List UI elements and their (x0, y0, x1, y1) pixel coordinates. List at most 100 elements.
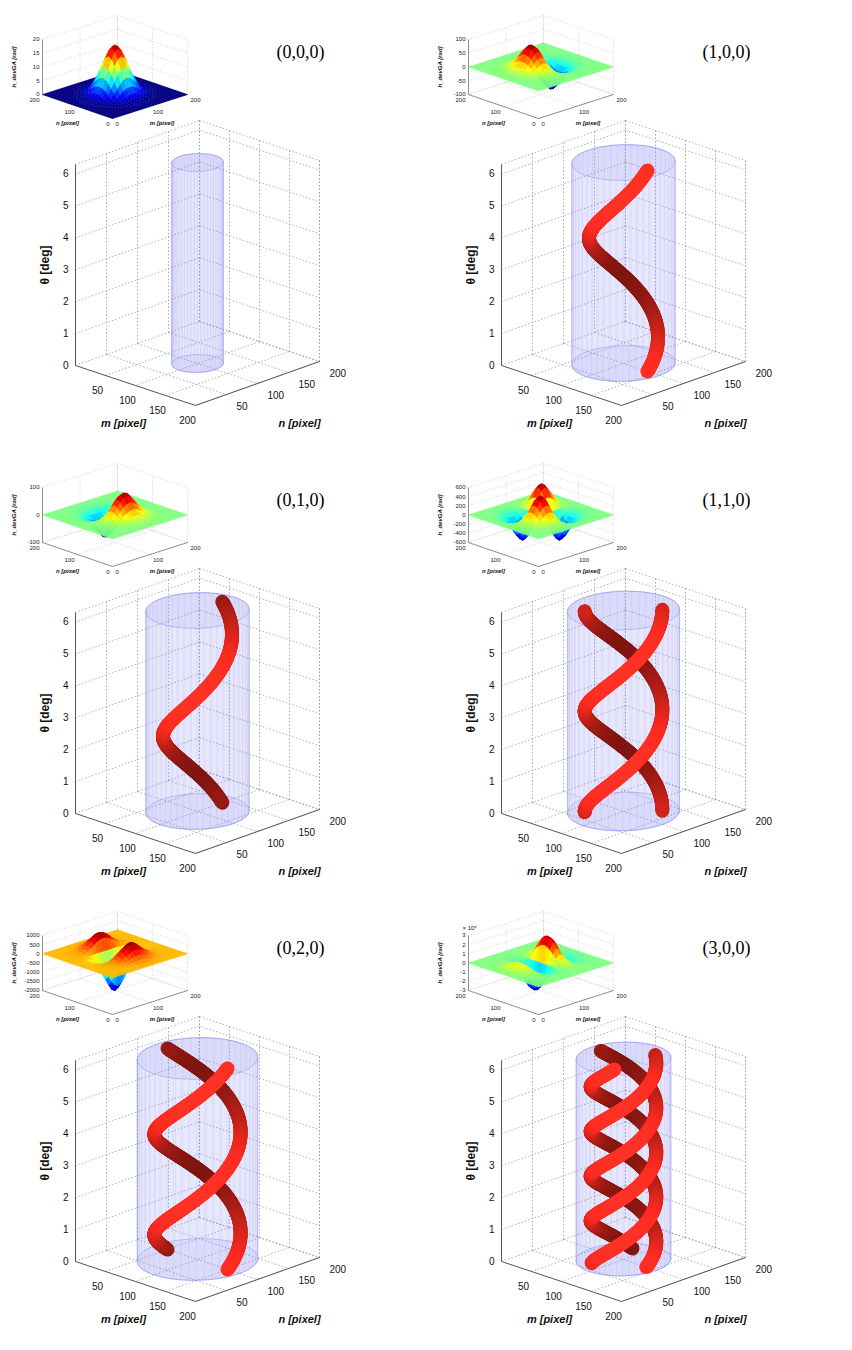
svg-text:1: 1 (63, 328, 69, 339)
svg-text:100: 100 (119, 1291, 136, 1302)
svg-text:-2: -2 (460, 978, 466, 984)
svg-text:100: 100 (153, 109, 164, 115)
svg-text:150: 150 (725, 379, 742, 390)
svg-text:-1500: -1500 (24, 978, 40, 984)
svg-text:3: 3 (63, 712, 69, 723)
svg-text:m [pixel]: m [pixel] (576, 1016, 602, 1022)
svg-text:θ [deg]: θ [deg] (464, 693, 478, 732)
svg-text:200: 200 (191, 97, 202, 103)
svg-text:100: 100 (268, 390, 285, 401)
svg-text:n [pixel]: n [pixel] (56, 1016, 80, 1022)
svg-text:200: 200 (455, 503, 466, 509)
svg-text:6: 6 (63, 1064, 69, 1075)
svg-text:-1: -1 (460, 969, 466, 975)
svg-text:0: 0 (532, 1017, 536, 1023)
svg-text:(0,1,0): (0,1,0) (277, 490, 325, 511)
svg-text:2: 2 (489, 1192, 495, 1203)
svg-text:200: 200 (455, 993, 466, 999)
svg-text:100: 100 (579, 1005, 590, 1011)
svg-text:m [pixel]: m [pixel] (527, 1313, 573, 1325)
svg-text:5: 5 (489, 648, 495, 659)
svg-text:200: 200 (179, 415, 196, 426)
svg-text:1000: 1000 (26, 932, 40, 938)
svg-text:100: 100 (268, 1286, 285, 1297)
svg-text:3: 3 (63, 264, 69, 275)
svg-text:m [pixel]: m [pixel] (527, 417, 573, 429)
svg-text:2: 2 (489, 296, 495, 307)
svg-text:100: 100 (64, 109, 75, 115)
svg-text:0: 0 (106, 569, 110, 575)
svg-text:0: 0 (462, 512, 466, 518)
svg-text:-500: -500 (27, 960, 40, 966)
svg-text:100: 100 (119, 395, 136, 406)
svg-text:150: 150 (299, 827, 316, 838)
svg-text:m [pixel]: m [pixel] (101, 865, 147, 877)
svg-text:0: 0 (116, 121, 120, 127)
svg-text:-2000: -2000 (24, 987, 40, 993)
svg-text:-50: -50 (457, 78, 466, 84)
svg-text:500: 500 (29, 942, 40, 948)
svg-text:150: 150 (575, 853, 592, 864)
svg-text:5: 5 (489, 200, 495, 211)
svg-text:5: 5 (489, 1096, 495, 1107)
svg-text:0: 0 (489, 360, 495, 371)
svg-text:h_devGA [rad]: h_devGA [rad] (437, 493, 443, 535)
svg-text:200: 200 (455, 545, 466, 551)
svg-text:100: 100 (545, 843, 562, 854)
svg-text:2: 2 (462, 942, 466, 948)
svg-text:150: 150 (725, 827, 742, 838)
svg-text:-3: -3 (460, 987, 466, 993)
svg-text:0: 0 (532, 121, 536, 127)
svg-text:6: 6 (489, 1064, 495, 1075)
svg-text:200: 200 (605, 415, 622, 426)
svg-text:0: 0 (63, 360, 69, 371)
svg-text:0: 0 (63, 1256, 69, 1267)
svg-text:4: 4 (63, 1128, 69, 1139)
svg-text:100: 100 (490, 1005, 501, 1011)
svg-text:3: 3 (63, 1160, 69, 1171)
svg-text:n [pixel]: n [pixel] (704, 865, 747, 877)
svg-text:(1,0,0): (1,0,0) (703, 42, 751, 63)
svg-text:1: 1 (489, 328, 495, 339)
svg-text:15: 15 (33, 50, 40, 56)
svg-text:200: 200 (29, 993, 40, 999)
svg-text:100: 100 (579, 109, 590, 115)
svg-text:h_devGA [rad]: h_devGA [rad] (11, 941, 17, 983)
svg-text:(1,1,0): (1,1,0) (703, 490, 751, 511)
svg-text:3: 3 (489, 1160, 495, 1171)
svg-text:200: 200 (756, 1264, 773, 1275)
svg-text:0: 0 (36, 512, 40, 518)
svg-text:200: 200 (191, 545, 202, 551)
svg-text:n [pixel]: n [pixel] (482, 120, 506, 126)
svg-text:n [pixel]: n [pixel] (56, 568, 80, 574)
svg-text:5: 5 (63, 200, 69, 211)
svg-text:4: 4 (489, 680, 495, 691)
svg-text:200: 200 (29, 97, 40, 103)
svg-text:100: 100 (545, 395, 562, 406)
svg-text:0: 0 (63, 808, 69, 819)
svg-text:10: 10 (33, 64, 40, 70)
svg-text:200: 200 (330, 816, 347, 827)
svg-text:600: 600 (455, 484, 466, 490)
svg-text:n [pixel]: n [pixel] (704, 1313, 747, 1325)
svg-text:h_devGA [rad]: h_devGA [rad] (11, 493, 17, 535)
svg-text:50: 50 (237, 849, 249, 860)
svg-text:4: 4 (63, 232, 69, 243)
svg-text:m [pixel]: m [pixel] (576, 120, 602, 126)
svg-text:150: 150 (299, 1275, 316, 1286)
svg-text:n [pixel]: n [pixel] (56, 120, 80, 126)
svg-text:50: 50 (237, 401, 249, 412)
svg-text:0: 0 (116, 569, 120, 575)
svg-text:6: 6 (489, 168, 495, 179)
svg-text:m [pixel]: m [pixel] (101, 1313, 147, 1325)
svg-text:50: 50 (459, 50, 466, 56)
svg-text:200: 200 (605, 863, 622, 874)
svg-text:50: 50 (92, 833, 104, 844)
svg-text:200: 200 (756, 368, 773, 379)
svg-text:n [pixel]: n [pixel] (482, 568, 506, 574)
svg-text:100: 100 (268, 838, 285, 849)
svg-text:100: 100 (153, 1005, 164, 1011)
svg-text:100: 100 (490, 109, 501, 115)
svg-text:0: 0 (462, 960, 466, 966)
svg-text:1: 1 (63, 776, 69, 787)
